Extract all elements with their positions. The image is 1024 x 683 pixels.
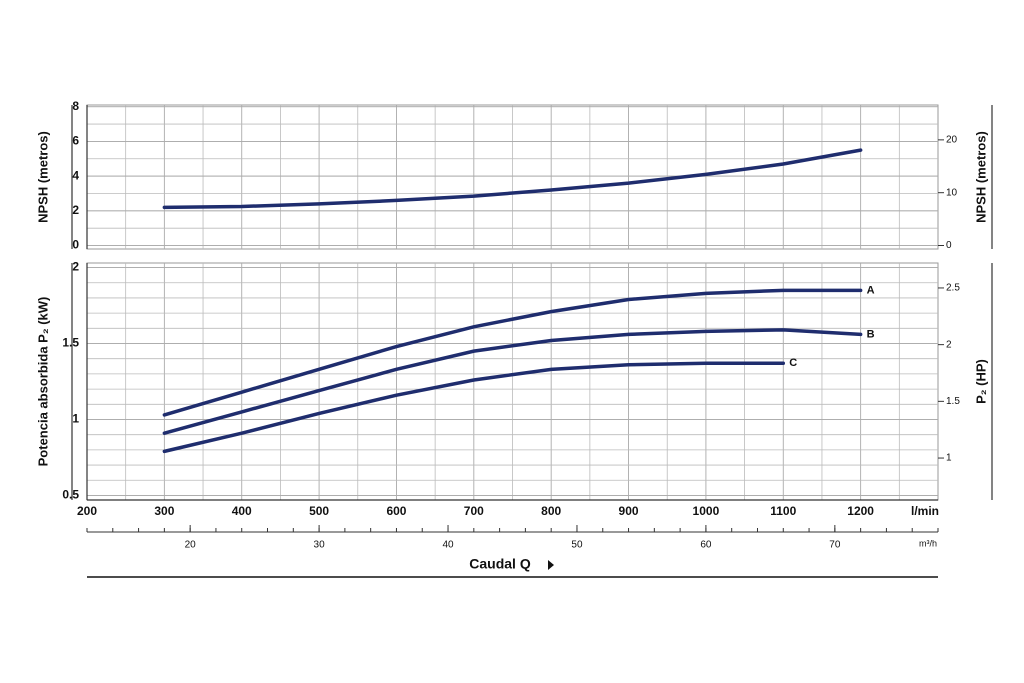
x-tick-label: 500 xyxy=(309,504,329,518)
y-axis-label: NPSH (metros) xyxy=(35,131,50,223)
series-label: C xyxy=(789,357,797,369)
y-tick-label: 8 xyxy=(72,99,79,113)
series-line xyxy=(162,148,863,210)
y2-axis-label: NPSH (metros) xyxy=(973,131,988,223)
y2-tick-label: 0 xyxy=(946,240,952,251)
x2-tick-label: 30 xyxy=(314,540,326,551)
y2-tick-label: 20 xyxy=(946,135,958,146)
x-tick-label: 300 xyxy=(154,504,174,518)
y2-tick-label: 2.5 xyxy=(946,283,960,294)
y-tick-label: 1 xyxy=(72,412,79,426)
y2-axis-label: P₂ (HP) xyxy=(973,359,988,404)
x-tick-label: 800 xyxy=(541,504,561,518)
x2-tick-label: 50 xyxy=(571,540,583,551)
y-tick-label: 4 xyxy=(72,168,79,182)
x-tick-label: 200 xyxy=(77,504,97,518)
y2-tick-label: 1.5 xyxy=(946,396,960,407)
series-line xyxy=(162,288,863,417)
y2-tick-label: 2 xyxy=(946,339,952,350)
x-tick-label: 1200 xyxy=(847,504,874,518)
y-tick-label: 2 xyxy=(72,203,79,217)
x-tick-label: 1000 xyxy=(693,504,720,518)
y-tick-label: 0 xyxy=(72,238,79,252)
x2-tick-label: 60 xyxy=(700,540,712,551)
y-tick-label: 6 xyxy=(72,134,79,148)
arrow-icon xyxy=(548,560,554,570)
y-axis-label: Potencia absorbida P₂ (kW) xyxy=(35,297,50,467)
x-axis-label: Caudal Q xyxy=(469,556,531,572)
x2-unit: m³/h xyxy=(919,538,937,548)
x2-tick-label: 40 xyxy=(442,540,454,551)
x-tick-label: 600 xyxy=(386,504,406,518)
series-line xyxy=(162,328,863,435)
y2-tick-label: 10 xyxy=(946,187,958,198)
y2-tick-label: 1 xyxy=(946,453,952,464)
series-label: A xyxy=(867,284,875,296)
y-tick-label: 2 xyxy=(72,260,79,274)
y-tick-label: 0.5 xyxy=(62,488,79,502)
x-unit: l/min xyxy=(911,504,939,518)
x-tick-label: 400 xyxy=(232,504,252,518)
series-line xyxy=(162,361,786,454)
y-tick-label: 1.5 xyxy=(62,336,79,350)
x-tick-label: 900 xyxy=(619,504,639,518)
x-tick-label: 1100 xyxy=(770,504,796,518)
x-tick-label: 700 xyxy=(464,504,484,518)
series-label: B xyxy=(867,328,875,340)
x2-tick-label: 20 xyxy=(185,540,197,551)
x2-tick-label: 70 xyxy=(829,540,841,551)
